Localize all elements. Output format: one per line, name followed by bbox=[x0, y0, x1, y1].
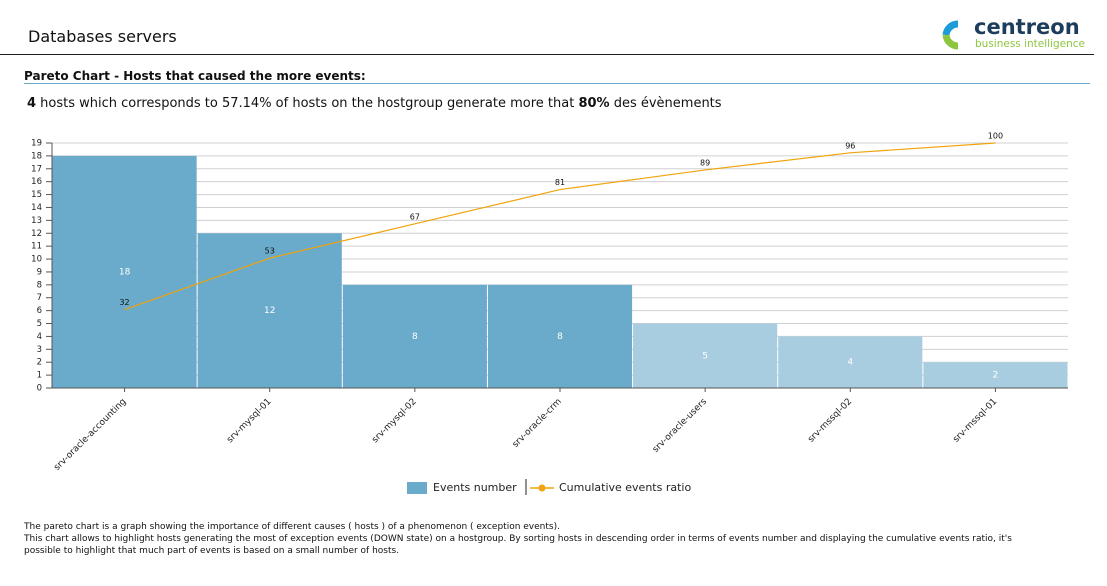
bar-value-label: 8 bbox=[412, 332, 418, 342]
y-tick-label: 6 bbox=[37, 306, 42, 316]
bar-value-label: 2 bbox=[993, 371, 999, 381]
legend-label: Events number bbox=[433, 481, 517, 494]
y-tick-label: 1 bbox=[37, 371, 42, 381]
y-tick-label: 2 bbox=[37, 358, 42, 368]
y-tick-label: 9 bbox=[37, 267, 42, 277]
logo-tagline: business intelligence bbox=[975, 38, 1086, 50]
y-tick-label: 18 bbox=[31, 151, 42, 161]
header-rule bbox=[0, 54, 1094, 55]
description: The pareto chart is a graph showing the … bbox=[24, 521, 1012, 557]
y-tick-label: 8 bbox=[37, 280, 42, 290]
line-value-label: 53 bbox=[265, 247, 275, 256]
legend-swatch bbox=[407, 482, 427, 494]
bar-value-label: 18 bbox=[119, 267, 131, 277]
y-tick-label: 17 bbox=[31, 164, 42, 174]
bar bbox=[487, 284, 633, 388]
y-tick-label: 11 bbox=[31, 242, 42, 252]
summary-count: 4 bbox=[27, 96, 37, 111]
line-value-label: 81 bbox=[555, 178, 565, 187]
logo-icon bbox=[942, 20, 959, 50]
y-tick-label: 3 bbox=[37, 345, 42, 355]
x-tick-label: srv-mysql-01 bbox=[225, 397, 273, 445]
description-line: possible to highlight that much part of … bbox=[24, 546, 400, 556]
section-rule bbox=[24, 83, 1090, 84]
y-tick-label: 5 bbox=[37, 319, 42, 329]
summary-text: des évènements bbox=[609, 96, 722, 111]
y-tick-label: 7 bbox=[37, 293, 42, 303]
logo-name: centreon bbox=[974, 15, 1080, 39]
y-tick-label: 0 bbox=[37, 384, 42, 394]
bar-value-label: 8 bbox=[557, 332, 563, 342]
summary-text: hosts which corresponds to 57.14% of hos… bbox=[36, 96, 579, 111]
y-tick-label: 12 bbox=[31, 229, 42, 239]
y-tick-label: 19 bbox=[31, 139, 42, 149]
bar bbox=[342, 284, 487, 388]
x-tick-label: srv-oracle-users bbox=[651, 397, 709, 455]
bar bbox=[52, 155, 197, 388]
y-tick-label: 15 bbox=[31, 190, 42, 200]
chart: 01234567891011121314151617181918srv-orac… bbox=[31, 132, 1068, 495]
bar bbox=[197, 233, 342, 388]
x-tick-label: srv-mysql-02 bbox=[370, 397, 418, 445]
summary: 4 hosts which corresponds to 57.14% of h… bbox=[27, 96, 722, 111]
bar-value-label: 12 bbox=[264, 306, 275, 316]
bar-value-label: 4 bbox=[847, 358, 853, 368]
bar-value-label: 5 bbox=[702, 351, 708, 361]
y-tick-label: 14 bbox=[31, 203, 42, 213]
y-tick-label: 10 bbox=[31, 255, 42, 265]
section-title: Pareto Chart - Hosts that caused the mor… bbox=[24, 69, 366, 83]
line-value-label: 32 bbox=[119, 298, 129, 307]
line-value-label: 96 bbox=[845, 141, 855, 150]
bar bbox=[633, 323, 778, 388]
y-tick-label: 16 bbox=[31, 177, 42, 187]
x-tick-label: srv-oracle-crm bbox=[511, 397, 564, 450]
x-tick-label: srv-mssql-02 bbox=[806, 397, 854, 445]
x-tick-label: srv-oracle-accounting bbox=[52, 397, 128, 473]
line-value-label: 100 bbox=[988, 132, 1003, 141]
line-value-label: 89 bbox=[700, 158, 710, 167]
x-tick-label: srv-mssql-01 bbox=[951, 397, 999, 445]
bar bbox=[778, 336, 923, 388]
description-line: This chart allows to highlight hosts gen… bbox=[24, 534, 1012, 544]
y-tick-label: 4 bbox=[37, 332, 42, 342]
description-line: The pareto chart is a graph showing the … bbox=[24, 522, 560, 532]
legend-label: Cumulative events ratio bbox=[559, 481, 691, 494]
legend-marker bbox=[538, 484, 546, 492]
line-value-label: 67 bbox=[410, 212, 420, 221]
bar bbox=[923, 362, 1068, 388]
page-title: Databases servers bbox=[28, 27, 177, 46]
cumulative-line bbox=[124, 142, 996, 311]
y-tick-label: 13 bbox=[31, 216, 42, 226]
summary-ratio: 80% bbox=[578, 96, 610, 111]
